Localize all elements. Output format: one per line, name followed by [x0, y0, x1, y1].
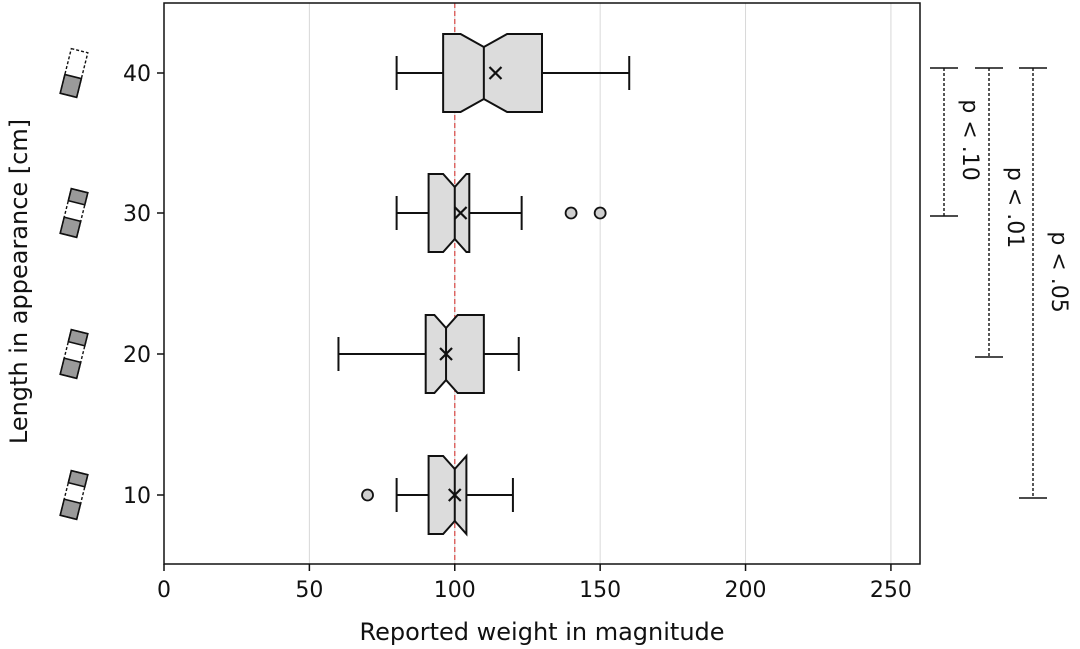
x-axis: 0 50 100 150 200 250: [157, 564, 912, 603]
box-40: [395, 33, 631, 113]
box-30: [395, 173, 607, 253]
y-tick-label-10: 10: [123, 484, 151, 509]
box-body-40: [442, 33, 543, 113]
y-axis-label: Length in appearance [cm]: [5, 119, 33, 444]
x-tick-label-200: 200: [725, 578, 767, 603]
length-icon-30: [59, 187, 89, 239]
x-axis-label: Reported weight in magnitude: [359, 618, 724, 646]
x-tick-label-0: 0: [157, 578, 171, 603]
length-icon-20: [59, 328, 89, 380]
significance-bracket-1: p < .01: [975, 67, 1027, 358]
mean-marker-10: [447, 488, 462, 502]
y-tick-label-20: 20: [123, 343, 151, 368]
length-icon-10: [59, 469, 89, 521]
significance-brackets: p < .10 p < .01 p < .05: [930, 67, 1071, 499]
significance-bracket-0: p < .10: [930, 67, 982, 217]
mean-marker-20: [439, 347, 453, 361]
box-10: [361, 453, 514, 537]
boxes-group: [337, 33, 631, 537]
x-tick-label-50: 50: [295, 578, 323, 603]
mean-marker-30: [453, 206, 468, 220]
y-axis: 10 20 30 40: [123, 62, 164, 509]
outlier-30-150: [593, 206, 607, 220]
significance-label-2: p < .05: [1046, 231, 1071, 312]
length-icon-40: [59, 47, 89, 99]
box-body-10: [427, 453, 468, 537]
box-body-20: [424, 314, 485, 394]
length-icons: [59, 47, 89, 521]
length-icon-fill-top-30: [67, 187, 89, 206]
plot-frame: [163, 2, 921, 565]
length-icon-fill-top-10: [67, 469, 89, 488]
outlier-10-70: [361, 488, 374, 502]
significance-bracket-2: p < .05: [1019, 67, 1071, 499]
x-tick-label-250: 250: [870, 578, 912, 603]
x-tick-label-100: 100: [434, 578, 476, 603]
significance-label-1: p < .01: [1002, 167, 1027, 248]
mean-marker-40: [488, 66, 503, 80]
length-icon-fill-top-20: [67, 328, 89, 347]
outlier-30-140: [564, 206, 578, 220]
box-20: [337, 314, 520, 394]
y-tick-label-40: 40: [123, 62, 151, 87]
significance-label-0: p < .10: [957, 99, 982, 180]
x-tick-label-150: 150: [579, 578, 621, 603]
y-tick-label-30: 30: [123, 202, 151, 227]
box-body-30: [427, 173, 471, 253]
